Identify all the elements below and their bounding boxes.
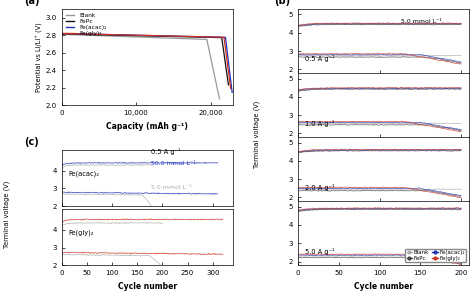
- X-axis label: Capacity (mAh g⁻¹): Capacity (mAh g⁻¹): [106, 122, 188, 131]
- FePc: [109, 33, 115, 37]
- Blank: [217, 97, 222, 101]
- Line: Fe(gly)₂: Fe(gly)₂: [62, 33, 231, 89]
- Text: 1.0 A g⁻¹: 1.0 A g⁻¹: [305, 119, 334, 127]
- FePc: [214, 36, 220, 39]
- Text: (b): (b): [274, 0, 290, 6]
- FePc: [226, 83, 231, 87]
- Y-axis label: Potential vs Li/Li⁺ (V): Potential vs Li/Li⁺ (V): [36, 22, 43, 92]
- Text: 5.0 mmol L⁻¹: 5.0 mmol L⁻¹: [151, 185, 191, 190]
- Fe(acac)₂: [59, 32, 64, 35]
- Fe(acac)₂: [229, 91, 235, 94]
- Text: Terminal voltage (V): Terminal voltage (V): [254, 100, 260, 168]
- Fe(gly)₂: [124, 33, 129, 37]
- X-axis label: Cycle number: Cycle number: [354, 282, 413, 291]
- Fe(acac)₂: [128, 33, 134, 37]
- Legend: Blank, FePc, Fe(acac)₂, Fe(gly)₂: Blank, FePc, Fe(acac)₂, Fe(gly)₂: [405, 249, 466, 263]
- Text: Fe(gly)₂: Fe(gly)₂: [68, 229, 94, 236]
- Line: FePc: FePc: [62, 34, 228, 85]
- FePc: [66, 32, 72, 36]
- Text: 5.0 mmol L⁻¹: 5.0 mmol L⁻¹: [401, 19, 442, 24]
- Blank: [200, 38, 205, 41]
- Blank: [82, 33, 88, 37]
- Fe(gly)₂: [110, 33, 116, 36]
- Fe(acac)₂: [78, 32, 84, 36]
- Blank: [59, 32, 64, 36]
- Text: (c): (c): [24, 137, 39, 147]
- Legend: Blank, FePc, Fe(acac)₂, Fe(gly)₂: Blank, FePc, Fe(acac)₂, Fe(gly)₂: [64, 12, 108, 37]
- FePc: [123, 34, 128, 37]
- Fe(gly)₂: [228, 87, 234, 90]
- Text: 0.5 A g⁻¹: 0.5 A g⁻¹: [305, 55, 335, 63]
- Fe(gly)₂: [96, 32, 102, 36]
- Text: Terminal voltage (V): Terminal voltage (V): [4, 181, 10, 248]
- FePc: [95, 33, 101, 37]
- Fe(gly)₂: [217, 35, 222, 39]
- Text: 2.0 A g⁻¹: 2.0 A g⁻¹: [305, 184, 335, 191]
- X-axis label: Cycle number: Cycle number: [118, 282, 177, 291]
- Fe(gly)₂: [66, 32, 72, 35]
- Fe(acac)₂: [225, 53, 230, 57]
- Fe(gly)₂: [59, 32, 64, 35]
- Text: Fe(acac)₂: Fe(acac)₂: [68, 170, 100, 176]
- Text: 50.0 mmol L⁻¹: 50.0 mmol L⁻¹: [151, 162, 195, 167]
- Fe(acac)₂: [227, 69, 232, 73]
- Fe(acac)₂: [88, 32, 94, 36]
- Blank: [199, 38, 204, 41]
- FePc: [91, 33, 97, 36]
- Text: 0.5 A g⁻¹: 0.5 A g⁻¹: [151, 148, 180, 155]
- Text: 5.0 A g⁻¹: 5.0 A g⁻¹: [305, 248, 335, 255]
- Line: Fe(acac)₂: Fe(acac)₂: [62, 33, 232, 92]
- Blank: [136, 35, 141, 39]
- Blank: [181, 37, 186, 41]
- Line: Blank: Blank: [62, 34, 219, 99]
- Fe(gly)₂: [92, 32, 98, 36]
- Blank: [122, 35, 128, 38]
- Text: (a): (a): [24, 0, 39, 6]
- FePc: [59, 32, 64, 36]
- Fe(acac)₂: [129, 33, 135, 37]
